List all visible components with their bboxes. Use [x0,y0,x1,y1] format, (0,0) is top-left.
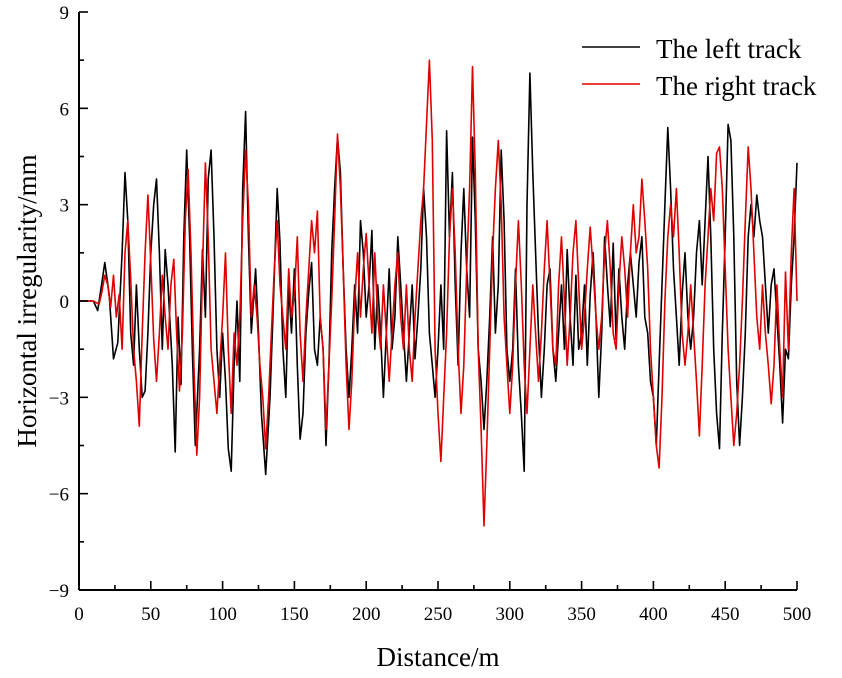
y-tick-label: −3 [49,388,69,409]
legend: The left track The right track [582,34,817,101]
x-tick-label: 500 [783,604,812,625]
x-tick-label: 50 [141,604,160,625]
y-tick-label: 9 [60,3,70,24]
series-line-left-track [79,72,798,476]
x-tick-label: 400 [639,604,668,625]
y-tick-label: 3 [60,196,70,217]
y-axis-title: Horizontal irregularity/mm [12,154,42,447]
legend-label-left: The left track [656,34,802,64]
x-tick-label: 100 [208,604,237,625]
x-axis-title: Distance/m [377,642,500,672]
x-tick-label: 200 [352,604,381,625]
y-tick-label: 6 [60,99,70,120]
y-axis-ticks: −9 −6 −3 0 3 6 9 [49,3,88,602]
series-line-right-track [79,59,798,527]
y-tick-label: −6 [49,485,69,506]
x-axis-ticks: 0 50 100 150 200 250 300 350 400 450 500 [74,581,811,625]
legend-item-left: The left track [582,34,802,64]
legend-label-right: The right track [656,71,817,101]
y-tick-label: −9 [49,581,69,602]
series-layer [79,59,798,527]
x-tick-label: 350 [567,604,596,625]
x-tick-label: 450 [711,604,740,625]
x-tick-label: 0 [74,604,84,625]
y-tick-label: 0 [60,292,70,313]
x-tick-label: 150 [280,604,309,625]
legend-item-right: The right track [582,71,817,101]
x-tick-label: 300 [496,604,525,625]
x-tick-label: 250 [424,604,453,625]
